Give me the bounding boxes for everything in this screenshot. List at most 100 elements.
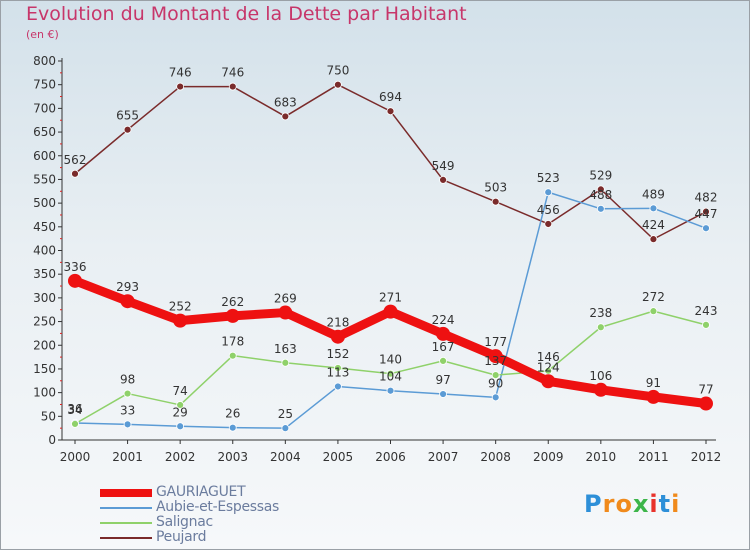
data-point-peujard [176,82,185,91]
data-label-salignac: 163 [274,342,297,356]
data-point-peujard [281,112,290,121]
data-label-aubie-et-espessas: 25 [278,407,293,421]
legend-swatch-salignac [100,522,152,524]
y-tick-label: 0 [48,433,56,447]
legend-item-gauriaguet: GAURIAGUET [100,484,340,500]
data-label-salignac: 98 [120,373,135,387]
data-point-gauriaguet [646,389,661,404]
legend-label-peujard: Peujard [156,529,207,545]
y-tick-label: 650 [33,125,56,139]
data-point-gauriaguet [225,308,240,323]
data-label-peujard: 549 [432,159,455,173]
series-line-salignac [74,310,707,425]
data-point-peujard [123,125,132,134]
data-label-peujard: 529 [589,168,612,182]
data-label-aubie-et-espessas: 113 [326,365,349,379]
data-point-aubie-et-espessas [491,393,500,402]
legend-label-gauriaguet: GAURIAGUET [156,484,246,500]
data-label-gauriaguet: 336 [64,260,87,274]
data-point-aubie-et-espessas [386,386,395,395]
y-tick-label: 750 [33,78,56,92]
data-label-peujard: 456 [537,203,560,217]
axes: 0 50 100 150 200 250 300 350 400 450 500 550 600 650 7… [33,54,721,464]
legend-item-aubie-et-espessas: Aubie-et-Espessas [100,499,340,515]
data-label-peujard: 750 [326,64,349,78]
y-tick-label: 350 [33,267,56,281]
data-point-gauriaguet [383,304,398,319]
data-label-gauriaguet: 218 [326,316,349,330]
data-point-aubie-et-espessas [544,188,553,197]
data-point-gauriaguet [541,374,556,389]
legend-item-peujard: Peujard [100,529,340,545]
x-tick-label: 2000 [60,450,91,464]
data-label-salignac: 137 [484,354,507,368]
data-label-gauriaguet: 269 [274,292,297,306]
data-point-gauriaguet [173,313,188,328]
data-point-salignac [176,401,185,409]
data-label-salignac: 146 [537,350,560,364]
legend-label-salignac: Salignac [156,514,213,530]
x-tick-label: 2002 [165,450,196,464]
data-label-salignac: 140 [379,353,402,367]
data-point-gauriaguet [120,294,135,309]
y-tick-label: 600 [33,149,56,163]
data-label-peujard: 424 [642,218,665,232]
data-label-aubie-et-espessas: 447 [695,207,718,221]
data-point-aubie-et-espessas [649,204,658,213]
data-label-gauriaguet: 293 [116,280,139,294]
x-tick-label: 2009 [533,450,564,464]
data-label-aubie-et-espessas: 29 [173,405,188,419]
data-point-salignac [123,389,132,398]
data-label-gauriaguet: 124 [537,360,560,374]
data-point-peujard [649,235,658,244]
x-tick-label: 2007 [428,450,459,464]
data-point-gauriaguet [699,396,713,411]
x-tick-label: 2001 [112,450,143,464]
data-label-aubie-et-espessas: 90 [488,376,503,390]
data-label-salignac: 238 [589,306,612,320]
data-point-gauriaguet [330,329,345,344]
series-points [68,80,713,433]
data-label-peujard: 746 [221,66,244,80]
y-tick-label: 250 [33,315,56,329]
data-point-aubie-et-espessas [334,382,342,391]
data-label-peujard: 562 [64,153,87,167]
data-point-aubie-et-espessas [439,390,447,398]
data-point-gauriaguet [278,305,293,320]
data-point-peujard [702,207,710,216]
x-tick-label: 2005 [323,450,354,464]
legend-swatch-gauriaguet [100,489,152,497]
data-label-salignac: 272 [642,290,665,304]
data-point-salignac [386,369,395,378]
data-point-peujard [228,82,237,91]
data-label-aubie-et-espessas: 488 [589,188,612,202]
x-tick-label: 2003 [217,450,248,464]
data-label-gauriaguet: 252 [169,300,192,314]
data-point-salignac [439,356,447,365]
data-point-gauriaguet [488,349,503,364]
y-tick-label: 550 [33,172,56,186]
chart-subtitle: (en €) [26,28,59,41]
data-label-salignac: 167 [432,340,455,354]
data-point-peujard [71,169,79,178]
y-tick-label: 300 [33,291,56,305]
data-point-peujard [386,107,395,116]
data-point-salignac [228,351,237,360]
data-label-aubie-et-espessas: 97 [435,373,450,387]
y-tick-label: 500 [33,196,56,210]
data-label-aubie-et-espessas: 104 [379,370,402,384]
data-label-gauriaguet: 262 [221,295,244,309]
data-point-aubie-et-espessas [123,420,132,429]
data-label-aubie-et-espessas: 26 [225,407,240,421]
y-tick-label: 700 [33,101,56,115]
data-label-salignac: 178 [221,335,244,349]
data-label-peujard: 746 [169,66,192,80]
data-point-aubie-et-espessas [702,224,710,233]
data-point-salignac [71,419,79,428]
data-label-salignac: 152 [326,347,349,361]
data-label-salignac: 74 [173,384,188,398]
x-tick-label: 2008 [480,450,511,464]
data-label-peujard: 683 [274,95,297,109]
